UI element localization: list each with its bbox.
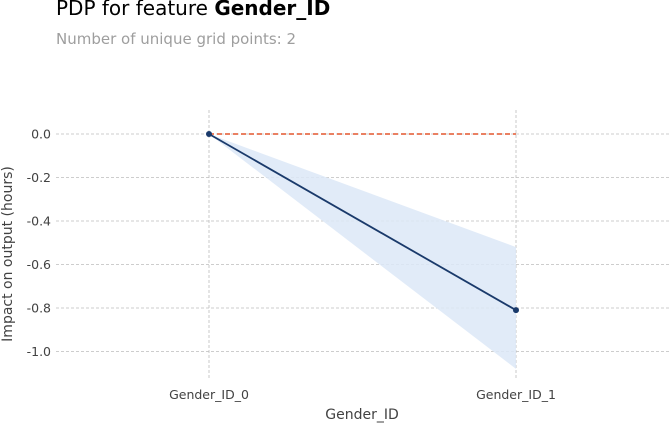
label-layer: 0.0 -0.2 -0.4 -0.6 -0.8 -1.0 Gender_ID_0 Gender…: [0, 127, 556, 424]
title-feature: Gender_ID: [214, 0, 331, 20]
chart-subtitle: Number of unique grid points: 2: [56, 30, 297, 48]
y-axis-label: Impact on output (hours): [0, 166, 16, 342]
data-point: [513, 307, 519, 314]
y-tick-label: 0.0: [31, 127, 51, 142]
y-tick-label: -0.8: [27, 301, 51, 316]
y-tick-label: -0.6: [27, 257, 51, 272]
x-axis-label: Gender_ID: [325, 407, 399, 423]
chart-title: PDP for feature Gender_ID: [56, 0, 330, 20]
series-line: [208, 133, 517, 311]
x-tick-label: Gender_ID_1: [476, 387, 556, 402]
y-tick-label: -0.2: [27, 170, 51, 185]
line-layer: [206, 131, 519, 314]
y-tick-label: -1.0: [27, 344, 51, 359]
confidence-band: [209, 134, 516, 369]
x-tick-label: Gender_ID_0: [169, 387, 249, 402]
band-layer: [209, 134, 516, 369]
data-point: [206, 131, 212, 137]
title-prefix: PDP for feature: [56, 0, 215, 20]
y-tick-label: -0.4: [27, 214, 51, 229]
